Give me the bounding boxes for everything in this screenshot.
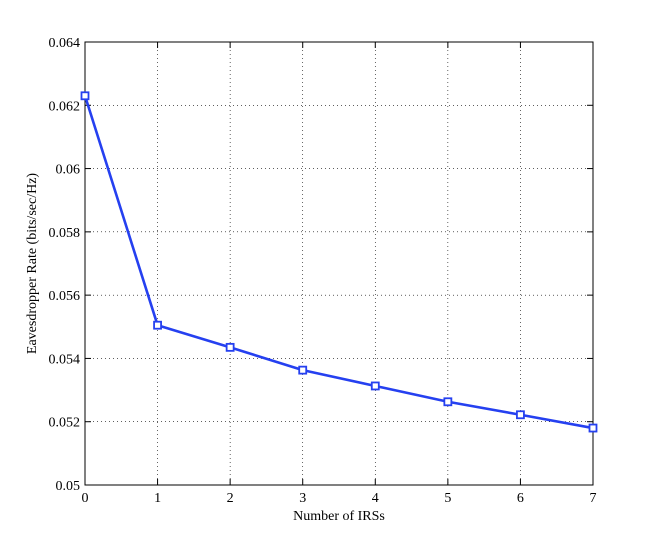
data-point-marker: [225, 342, 235, 352]
y-tick-label: 0.052: [49, 416, 81, 431]
data-point-marker: [298, 365, 308, 375]
plot-frame: [84, 41, 594, 486]
series-layer: [80, 91, 598, 433]
y-tick-label: 0.062: [49, 99, 81, 114]
y-tick-label: 0.054: [49, 352, 81, 367]
x-tick-label: 6: [517, 491, 524, 506]
x-tick-label: 2: [227, 491, 234, 506]
grid-lines: [85, 42, 593, 485]
series-line: [83, 95, 594, 430]
x-tick-label: 4: [372, 491, 379, 506]
data-point-marker: [153, 320, 162, 330]
x-tick-label: 3: [299, 491, 306, 506]
data-point-marker: [516, 410, 525, 420]
y-axis-label: Eavesdropper Rate (bits/sec/Hz): [25, 173, 40, 354]
data-point-marker: [443, 397, 453, 407]
y-tick-label: 0.064: [49, 36, 81, 51]
x-tick-label: 0: [82, 491, 89, 506]
y-tick-label: 0.06: [56, 163, 81, 178]
data-point-marker: [80, 91, 90, 101]
y-tick-label: 0.058: [49, 226, 81, 241]
x-tick-label: 1: [154, 491, 161, 506]
axis-ticks: [84, 41, 594, 486]
data-point-marker: [588, 423, 598, 433]
x-tick-label: 5: [444, 491, 451, 506]
x-tick-label: 7: [590, 491, 597, 506]
x-tick-labels: 0 1 2 3 4 5 6 7: [82, 491, 597, 506]
y-tick-labels: 0.05 0.052 0.054 0.056 0.058 0.06 0.062 0.064: [49, 36, 81, 494]
y-tick-label: 0.05: [56, 479, 81, 494]
data-point-marker: [370, 381, 380, 391]
y-tick-label: 0.056: [49, 289, 81, 304]
x-axis-label: Number of IRSs: [293, 509, 385, 524]
